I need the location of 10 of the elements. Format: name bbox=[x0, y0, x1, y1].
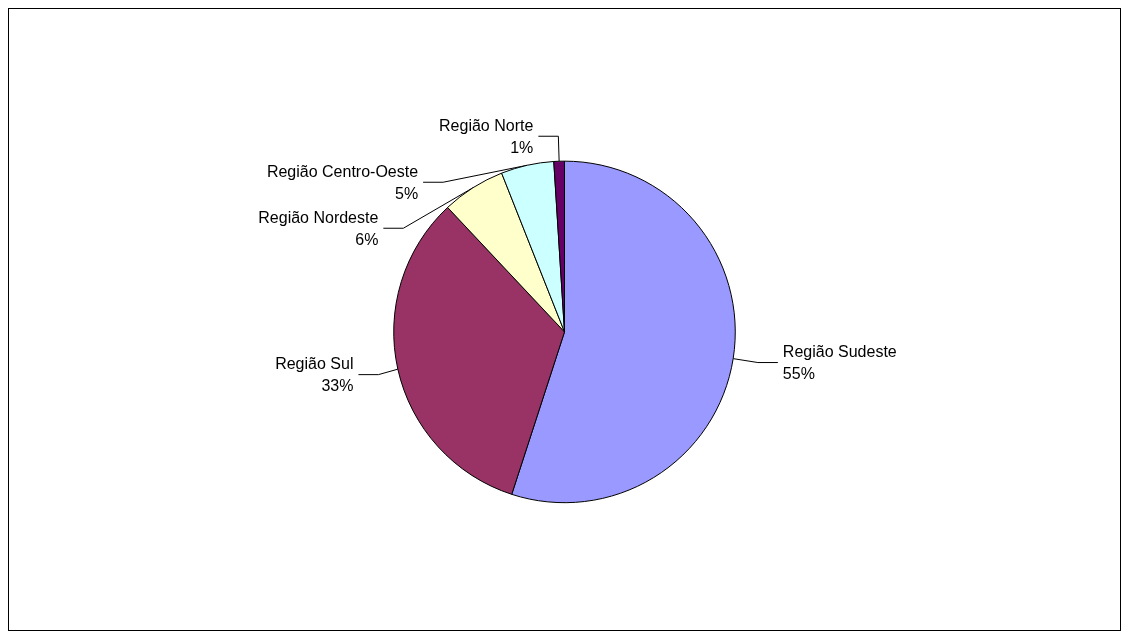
slice-label: Região Centro-Oeste bbox=[266, 162, 419, 180]
slice-label: Região Sudeste bbox=[782, 343, 897, 361]
slice-label: Região Norte bbox=[439, 116, 534, 134]
data-label: 55% bbox=[782, 365, 815, 383]
data-label: 33% bbox=[321, 377, 354, 395]
data-label: 5% bbox=[394, 184, 419, 202]
data-label: 1% bbox=[510, 138, 534, 156]
slice-label: Região Nordeste bbox=[258, 208, 379, 226]
slice-label: Região Sul bbox=[275, 355, 354, 373]
data-label: 6% bbox=[355, 230, 379, 248]
